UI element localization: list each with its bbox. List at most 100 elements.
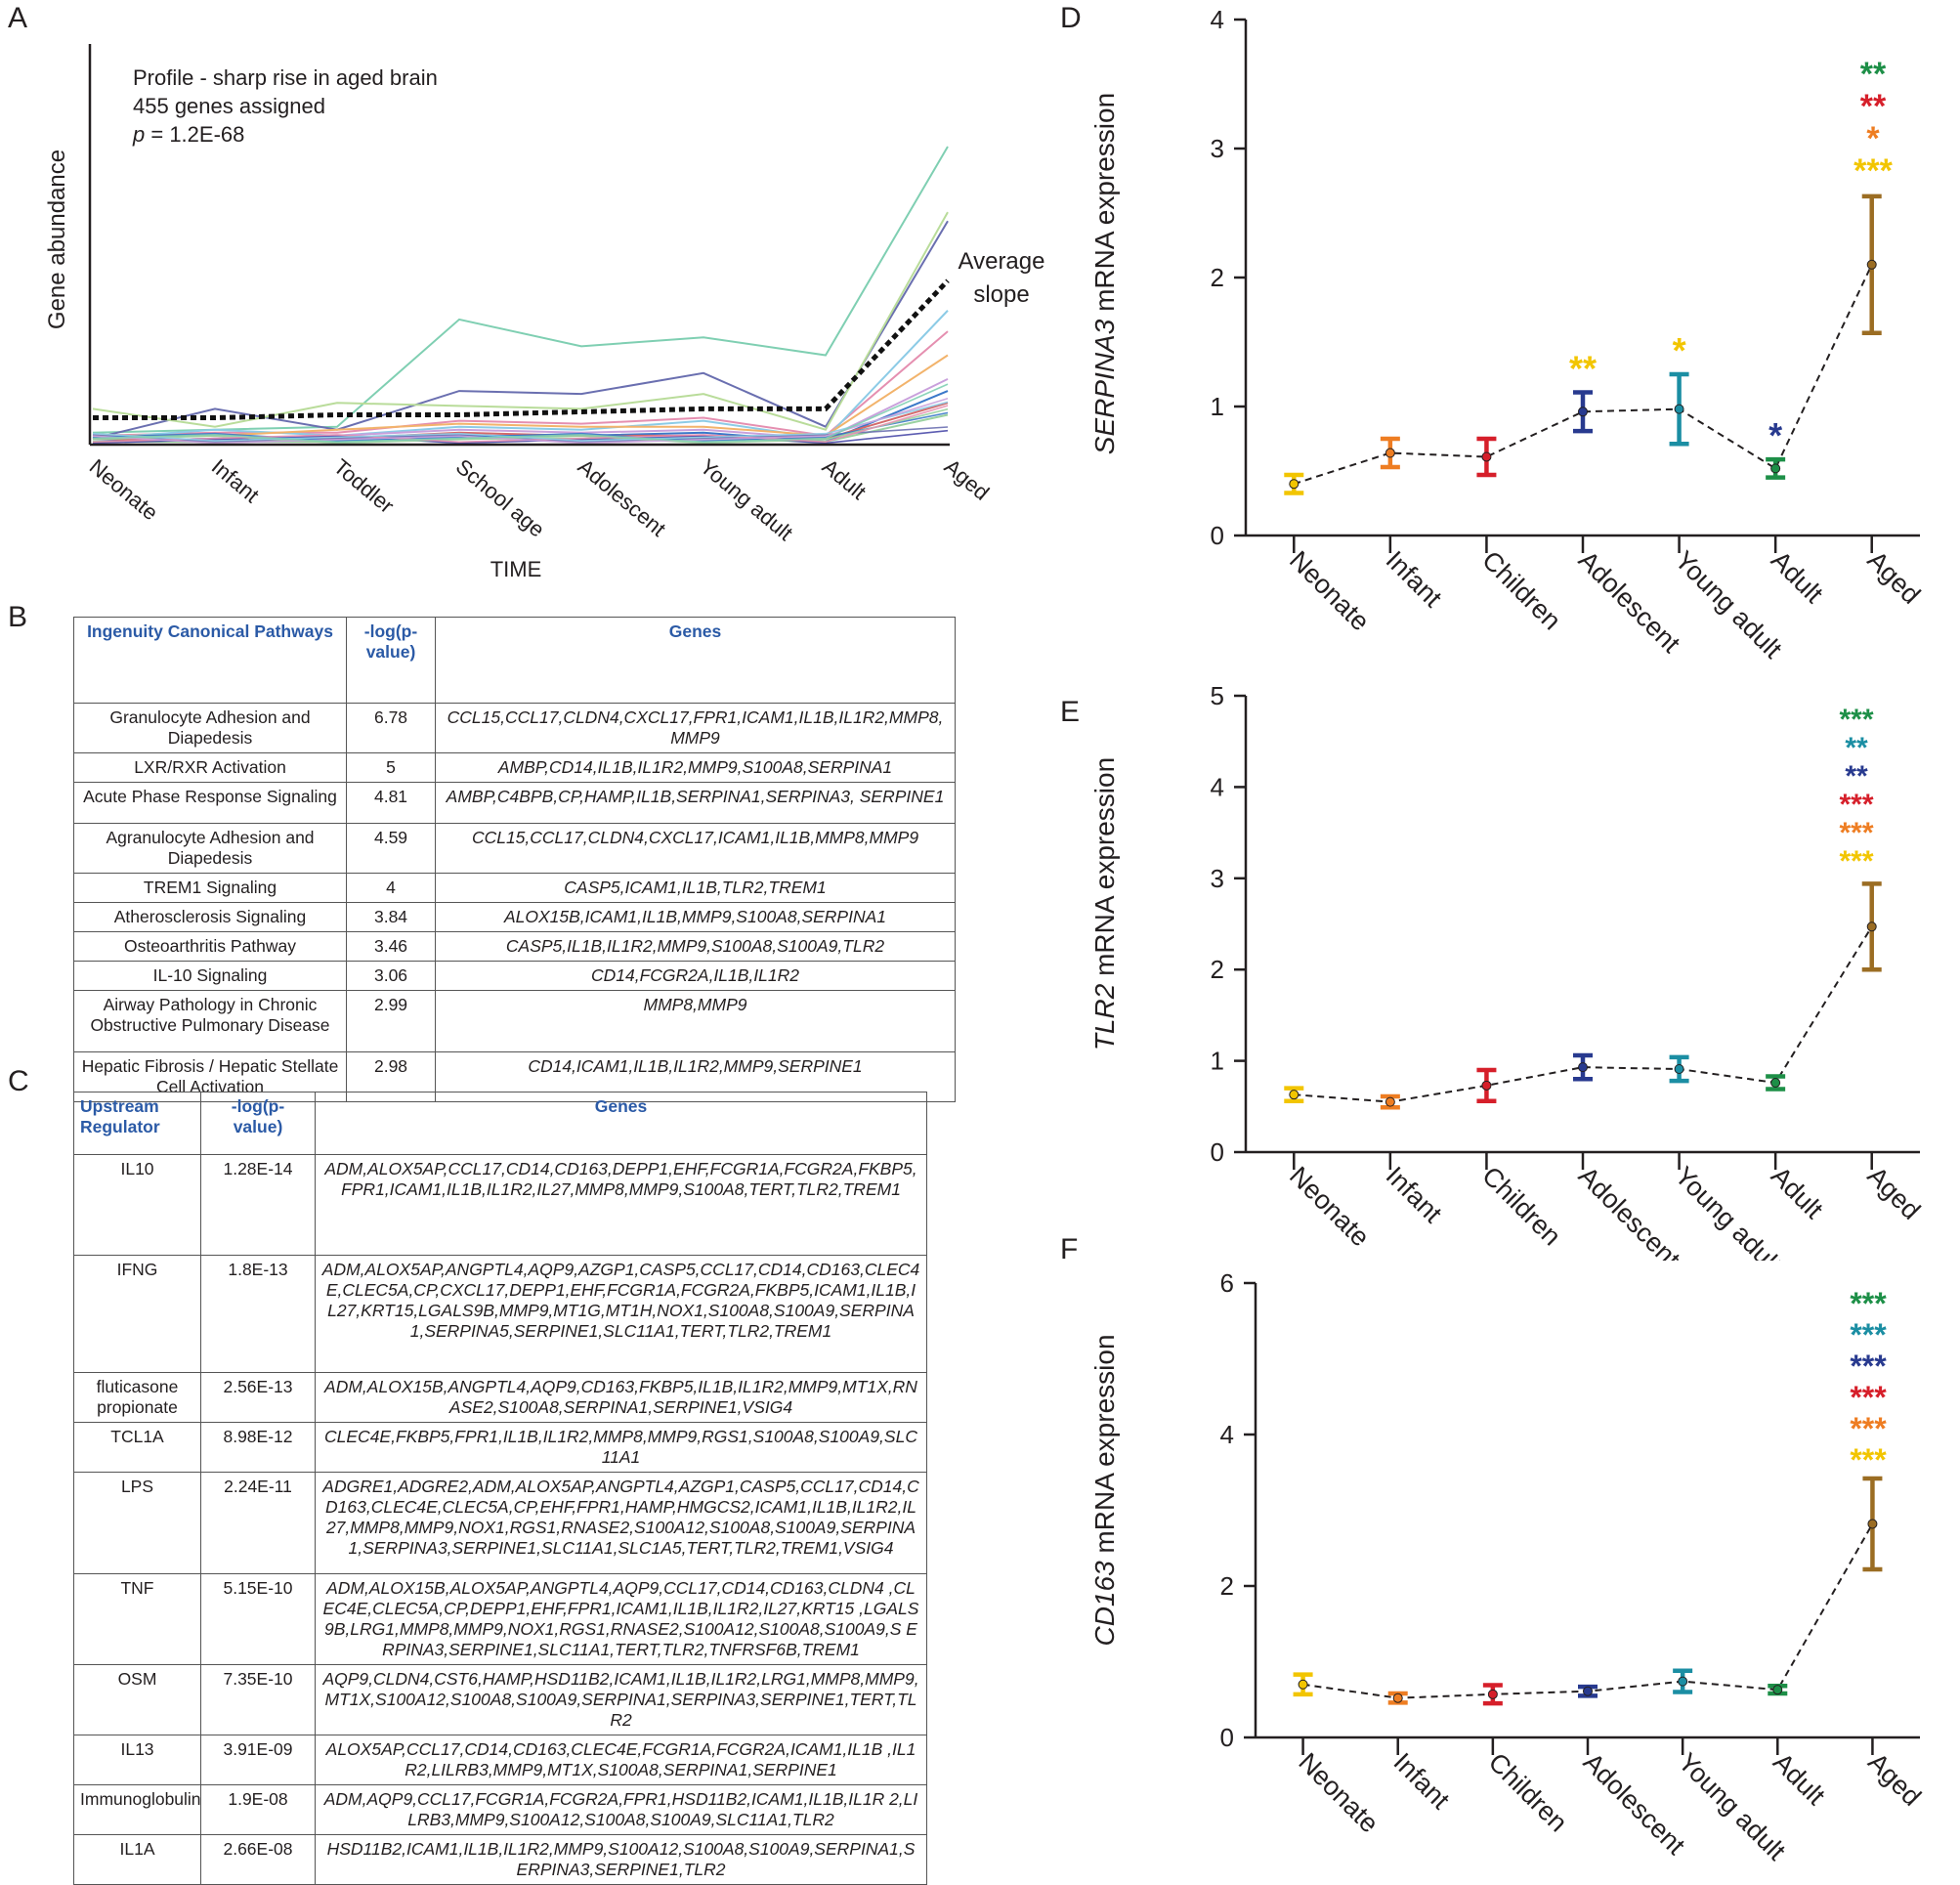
x-tick-label: Adolescent [1578,1747,1691,1861]
p-value-number: = 1.2E-68 [145,122,244,147]
logp-cell: 8.98E-12 [200,1422,316,1473]
error-bar [1862,1476,1883,1572]
logp-cell: 3.46 [346,931,436,962]
error-bar [1669,371,1689,447]
cd163-expression-chart: 0 2 4 6 CD163 mRNA expression Neonate Infant Ch… [1089,1268,1927,1866]
y-tick-label: 4 [1211,772,1224,801]
gene-profile-line [92,211,949,431]
table-row: Atherosclerosis Signaling 3.84 ALOX15B,ICA… [73,902,956,932]
gene-name: TLR2 [1089,983,1120,1050]
table-row: Agranulocyte Adhesion and Diapedesis 4.59… [73,823,956,874]
logp-col-header: -log(p-value) [200,1092,316,1155]
pathway-name-cell: Granulocyte Adhesion and Diapedesis [73,703,347,753]
mean-trend-line [1302,1522,1874,1699]
pathway-col-header: Ingenuity Canonical Pathways [73,617,347,704]
aged-significance-stars: *** [1850,1411,1887,1446]
regulator-name-cell: IL13 [73,1735,201,1785]
genes-cell: AMBP,C4BPB,CP,HAMP,IL1B,SERPINA1,SERPINA… [435,782,956,824]
error-bar [1476,436,1497,478]
mean-point [1289,479,1300,490]
mean-point [1385,448,1395,458]
logp-cell: 1.9E-08 [200,1784,316,1835]
gene-profile-line [92,397,949,445]
error-bar [1284,472,1304,495]
mean-point [1578,1062,1588,1073]
genes-cell: AQP9,CLDN4,CST6,HAMP,HSD11B2,ICAM1,IL1B,… [315,1664,927,1735]
aged-significance-stars: *** [1850,1380,1887,1415]
mean-point [1866,921,1877,932]
error-bar [1766,456,1786,480]
x-tick-label: Children [1483,1747,1573,1837]
y-axis-suffix: mRNA expression [1089,1334,1120,1561]
upstream-regulators-table: Upstream Regulator -log(p-value) Genes I… [73,1092,927,1885]
aged-significance-stars: *** [1850,1442,1887,1478]
table-row: fluticasone propionate 2.56E-13 ADM,ALOX15… [73,1372,927,1423]
table-row: Immunoglobulin 1.9E-08 ADM,AQP9,CCL17,FCGR… [73,1784,927,1835]
panel-d-letter: D [1060,2,1082,34]
panel-b-letter: B [8,601,28,633]
gene-profile-chart: Profile - sharp rise in aged brain 455 g… [44,44,1044,581]
error-bar [1387,1691,1408,1705]
regulator-name-cell: TCL1A [73,1422,201,1473]
genes-cell: CLEC4E,FKBP5,FPR1,IL1B,IL1R2,MMP8,MMP9,R… [315,1422,927,1473]
x-tick-label: Infant [1387,1747,1455,1815]
serpina3-expression-chart: 0 1 2 3 4 SERPINA3 mRNA expression Neonate Infa… [1089,5,1926,664]
x-tick-label: Adolescent [1573,545,1686,659]
logp-cell: 4.59 [346,823,436,874]
regulator-name-cell: IFNG [73,1255,201,1373]
logp-cell: 4.81 [346,782,436,824]
x-tick-label: Aged [940,454,994,505]
pathway-name-cell: Agranulocyte Adhesion and Diapedesis [73,823,347,874]
regulator-col-header: Upstream Regulator [73,1092,201,1155]
mean-point [1866,259,1877,270]
x-tick-label: School age [451,454,549,542]
y-tick-label: 2 [1211,955,1224,984]
logp-cell: 3.91E-09 [200,1735,316,1785]
mean-point [1867,1519,1878,1529]
x-tick-label: Adult [818,454,871,504]
genes-assigned: 455 genes assigned [133,94,325,118]
regulator-name-cell: TNF [73,1573,201,1665]
mean-point [1674,1064,1684,1075]
error-bar [1476,1067,1497,1103]
y-tick-label: 3 [1211,134,1224,163]
genes-cell: CCL15,CCL17,CLDN4,CXCL17,ICAM1,IL1B,MMP8… [435,823,956,874]
genes-cell: ADM,ALOX5AP,CCL17,CD14,CD163,DEPP1,EHF,F… [315,1154,927,1256]
aged-significance-stars: * [1866,120,1880,157]
mean-point [1487,1689,1498,1699]
genes-cell: ADM,AQP9,CCL17,FCGR1A,FCGR2A,FPR1,HSD11B… [315,1784,927,1835]
genes-cell: MMP8,MMP9 [435,990,956,1052]
y-tick-label: 2 [1220,1571,1234,1601]
x-tick-label: Neonate [85,454,163,526]
aged-significance-stars: *** [1839,704,1873,736]
logp-cell: 5.15E-10 [200,1573,316,1665]
aged-significance-stars: *** [1850,1349,1887,1384]
table-row: IFNG 1.8E-13 ADM,ALOX5AP,ANGPTL4,AQP9,AZGP… [73,1255,927,1373]
mean-point [1772,1685,1783,1695]
mean-point [1770,463,1781,474]
error-bar [1293,1672,1313,1697]
logp-cell: 2.24E-11 [200,1472,316,1574]
gene-name: CD163 [1089,1561,1120,1647]
p-value-text: p = 1.2E-68 [132,122,244,147]
error-bar [1861,881,1882,972]
y-tick-label: 1 [1211,392,1224,421]
aged-significance-stars: ** [1845,732,1868,764]
x-tick-label: Adult [1766,545,1829,609]
logp-cell: 7.35E-10 [200,1664,316,1735]
x-tick-label: Infant [1381,1161,1448,1228]
y-tick-label: 3 [1211,864,1224,893]
panel-c-letter: C [8,1065,29,1097]
y-tick-label: 5 [1211,681,1224,710]
table-row: OSM 7.35E-10 AQP9,CLDN4,CST6,HAMP,HSD11B2,… [73,1664,927,1735]
x-tick-label: Aged [1862,1747,1927,1812]
gene-profile-line [92,146,949,434]
y-axis-label: Gene abundance [44,150,70,329]
error-bar [1673,1668,1693,1694]
aged-significance-stars: ** [1860,88,1887,125]
panel-a-letter: A [8,2,28,34]
profile-title: Profile - sharp rise in aged brain [133,65,438,90]
error-bar [1482,1683,1503,1706]
x-tick-label: Adult [1768,1747,1831,1811]
mean-point [1392,1692,1403,1703]
